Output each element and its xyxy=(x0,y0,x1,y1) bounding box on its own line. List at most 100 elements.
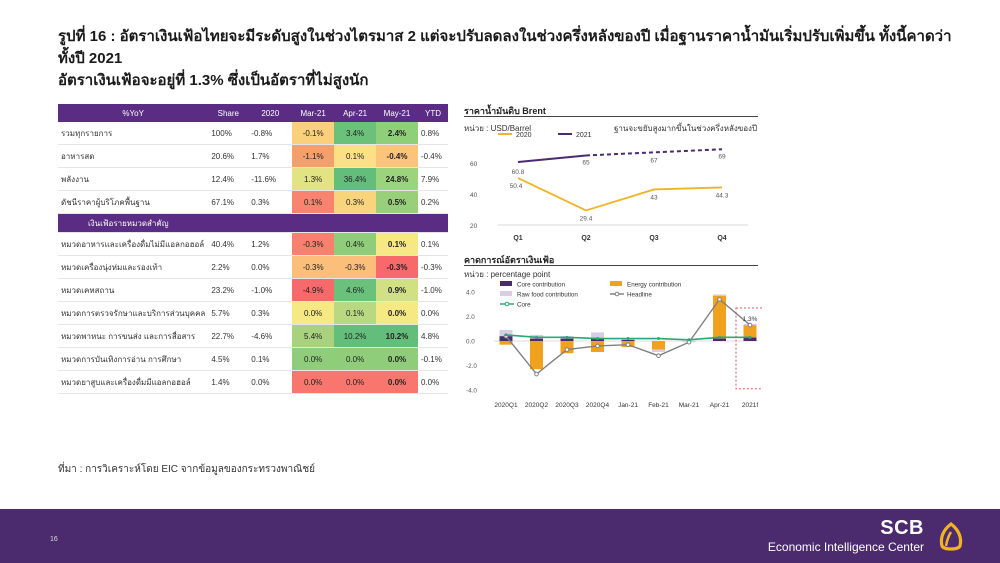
table-header-3: Mar-21 xyxy=(292,104,335,122)
table-cell: 2.2% xyxy=(208,255,249,279)
headline-point xyxy=(747,322,753,328)
data-label-2020: 29.4 xyxy=(580,215,593,222)
table-cell: 4.6% xyxy=(334,278,377,302)
table-cell: หมวดเคหสถาน xyxy=(58,278,209,302)
x-tick-label: 2020Q3 xyxy=(555,402,579,409)
legend-label-2020: 2020 xyxy=(516,132,532,139)
y-tick-label: 0.0 xyxy=(466,339,475,346)
x-tick-label: Q4 xyxy=(717,235,726,242)
legend-label: Core xyxy=(517,302,531,309)
series-2021-forecast-line xyxy=(585,148,723,157)
table-cell: 1.2% xyxy=(248,232,293,256)
table-cell: 0.0% xyxy=(292,347,335,371)
inflation-rule xyxy=(464,265,758,266)
bar-raw-food-contribution xyxy=(499,329,513,337)
bar-core-contribution xyxy=(713,338,726,341)
table-cell: 0.1% xyxy=(248,347,293,371)
table-cell: 2.4% xyxy=(376,122,418,145)
data-label-2021: 67 xyxy=(650,157,658,164)
table-subheader: เงินเฟ้อรายหมวดสำคัญ xyxy=(58,213,448,233)
table-cell: 23.2% xyxy=(208,278,249,302)
core-point xyxy=(748,335,752,339)
bar-core-contribution xyxy=(530,338,543,341)
table-cell: 0.0% xyxy=(376,370,418,394)
table-cell: อาหารสด xyxy=(58,144,209,168)
bar-energy-contribution xyxy=(743,325,757,338)
table-cell: 24.8% xyxy=(376,167,418,191)
table-cell: 0.3% xyxy=(334,190,377,214)
table-cell: 0.0% xyxy=(376,301,418,325)
table-header-row: %YoY Share 2020 Mar-21 Apr-21 May-21 YTD xyxy=(58,104,448,122)
table-cell: 0.4% xyxy=(334,232,377,256)
series-2021-line xyxy=(517,154,587,163)
data-label-2020: 44.3 xyxy=(716,192,729,199)
y-tick-label: 4.0 xyxy=(466,290,475,297)
bar-raw-food-contribution xyxy=(591,332,604,339)
table-cell: 36.4% xyxy=(334,167,377,191)
headline-point xyxy=(717,297,722,302)
core-point xyxy=(535,335,538,339)
x-tick-label: 2020Q2 xyxy=(525,402,549,409)
brand-center: Economic Intelligence Center xyxy=(767,540,924,554)
table-cell: -1.0% xyxy=(248,278,293,302)
table-cell: 10.2% xyxy=(334,324,377,348)
table-cell: -0.1% xyxy=(292,122,335,145)
inflation-title: คาดการณ์อัตราเงินเฟ้อ xyxy=(464,255,555,265)
table-row: หมวดเครื่องนุ่งห่มและรองเท้า 2.2% 0.0% -0.3… xyxy=(58,255,448,279)
table-cell: 0.0% xyxy=(334,370,377,394)
legend-swatch xyxy=(500,281,512,286)
legend-label: Energy contribution xyxy=(627,282,682,289)
source-note: ที่มา : การวิเคราะห์โดย EIC จากข้อมูลของ… xyxy=(58,464,316,475)
table-cell: 4.5% xyxy=(208,347,249,371)
table-cell: -0.3% xyxy=(292,232,335,256)
inflation-unit: หน่วย : percentage point xyxy=(464,270,551,279)
table-cell: -4.9% xyxy=(292,278,335,302)
table-cell: -0.4% xyxy=(417,144,448,168)
inflation-table: %YoY Share 2020 Mar-21 Apr-21 May-21 YTD รวมทุ… xyxy=(58,104,448,394)
core-point xyxy=(504,333,508,337)
table-row: หมวดยาสูบและเครื่องดื่มมีแอลกอฮอล์ 1.4% 0.… xyxy=(58,370,448,394)
bar-energy-contribution xyxy=(530,341,543,370)
legend-swatch xyxy=(610,281,622,286)
table-cell: 67.1% xyxy=(208,190,249,214)
table-row: หมวดการตรวจรักษาและบริการส่วนบุคคล 5.7% 0.… xyxy=(58,301,448,325)
bar-energy-contribution xyxy=(560,341,574,354)
table-cell: -0.3% xyxy=(417,255,448,279)
core-point xyxy=(657,337,660,341)
table-cell: 0.1% xyxy=(292,190,335,214)
core-point xyxy=(718,335,721,339)
x-tick-label: Q1 xyxy=(513,235,522,242)
bar-raw-food-contribution xyxy=(713,294,726,296)
core-point xyxy=(596,337,599,341)
table-cell: 12.4% xyxy=(208,167,249,191)
data-label-2021: 69 xyxy=(718,153,726,160)
bar-energy-contribution xyxy=(713,295,726,339)
table-cell: 20.6% xyxy=(208,144,249,168)
headline-point xyxy=(534,371,539,377)
table-cell: 0.2% xyxy=(417,190,448,214)
table-cell: 3.4% xyxy=(334,122,377,145)
title-line-1: รูปที่ 16 : อัตราเงินเฟ้อไทยจะมีระดับสูง… xyxy=(58,28,952,67)
table-cell: -0.1% xyxy=(417,347,448,371)
table-cell: 1.3% xyxy=(292,167,335,191)
table-cell: 0.0% xyxy=(248,255,293,279)
table-cell: 0.1% xyxy=(417,232,448,256)
title-line-2: อัตราเงินเฟ้อจะอยู่ที่ 1.3% ซึ่งเป็นอัตร… xyxy=(58,72,369,89)
slide-title: รูปที่ 16 : อัตราเงินเฟ้อไทยจะมีระดับสูง… xyxy=(58,26,958,92)
table-cell: -4.6% xyxy=(248,324,293,348)
bar-energy-contribution xyxy=(652,341,665,350)
y-tick-label: 20 xyxy=(470,223,478,230)
legend-label: Headline xyxy=(627,292,652,299)
brent-chart: 2020 2021 60 40 20 Q1 Q2 Q3 Q4 50.4 29.4 43 44.3 60.8… xyxy=(470,132,748,242)
table-cell: หมวดการตรวจรักษาและบริการส่วนบุคคล xyxy=(58,301,209,325)
headline-point xyxy=(625,342,631,347)
legend-label: Core contribution xyxy=(517,282,565,289)
table-cell: 4.8% xyxy=(417,324,448,348)
bar-core-contribution xyxy=(743,337,757,341)
forecast-box xyxy=(735,307,763,390)
brent-unit: หน่วย : USD/Barrel xyxy=(464,124,532,133)
table-cell: 5.7% xyxy=(208,301,249,325)
x-tick-label: Feb-21 xyxy=(648,402,669,409)
y-tick-label: 40 xyxy=(470,192,478,199)
x-tick-label: 2020Q4 xyxy=(586,402,610,409)
